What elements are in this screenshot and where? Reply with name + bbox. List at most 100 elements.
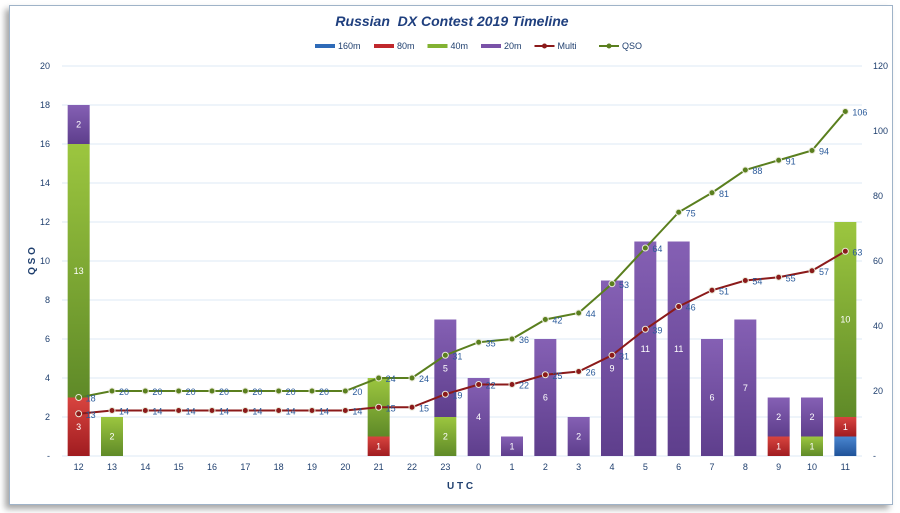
legend-swatch-160m xyxy=(315,44,335,48)
x-tick-label: 1 xyxy=(509,462,514,472)
point-label-Multi: 25 xyxy=(552,371,562,381)
bar-20m xyxy=(601,280,623,456)
point-label-Multi: 31 xyxy=(619,351,629,361)
x-tick-label: 8 xyxy=(743,462,748,472)
point-label-QSO: 20 xyxy=(352,387,362,397)
point-QSO xyxy=(341,387,349,395)
point-QSO xyxy=(741,166,749,174)
point-Multi xyxy=(775,273,783,281)
bar-label-40m: 2 xyxy=(109,432,114,442)
point-QSO xyxy=(641,244,649,252)
y-tick-label: 16 xyxy=(40,139,50,149)
point-Multi xyxy=(175,407,183,414)
y-tick-label: 18 xyxy=(40,100,50,110)
point-QSO xyxy=(675,208,683,216)
point-Multi xyxy=(641,325,649,333)
y-tick-label: 8 xyxy=(45,295,50,305)
x-tick-label: 9 xyxy=(776,462,781,472)
point-Multi xyxy=(475,381,483,388)
point-label-Multi: 51 xyxy=(719,286,729,296)
legend-label-40m: 40m xyxy=(451,41,469,51)
grid xyxy=(62,65,862,457)
bar-20m xyxy=(701,339,723,456)
legend-label-20m: 20m xyxy=(504,41,522,51)
bar-label-40m: 10 xyxy=(840,315,850,325)
x-tick-label: 4 xyxy=(609,462,614,472)
x-tick-label: 16 xyxy=(207,462,217,472)
x-tick-label: 22 xyxy=(407,462,417,472)
point-label-Multi: 14 xyxy=(186,407,196,417)
bar-80m xyxy=(367,436,390,456)
bar-label-80m: 1 xyxy=(776,441,781,451)
legend-marker-Multi xyxy=(542,43,547,49)
point-label-QSO: 20 xyxy=(119,387,129,397)
bar-20m xyxy=(67,105,90,144)
y-tick-label: 12 xyxy=(40,217,50,227)
point-label-Multi: 14 xyxy=(252,407,262,417)
bar-label-20m: 2 xyxy=(809,412,814,422)
point-Multi xyxy=(408,403,416,411)
bar-label-40m: 1 xyxy=(809,441,814,451)
y2-tick-label: 60 xyxy=(873,256,883,266)
point-label-QSO: 20 xyxy=(219,387,229,397)
point-label-Multi: 14 xyxy=(352,407,362,417)
legend-swatch-80m xyxy=(374,44,394,48)
x-tick-label: 5 xyxy=(643,462,648,472)
point-QSO xyxy=(241,387,249,395)
point-QSO xyxy=(775,156,783,164)
point-Multi xyxy=(575,368,583,375)
x-tick-label: 20 xyxy=(340,462,350,472)
point-label-Multi: 46 xyxy=(686,303,696,313)
x-tick-label: 13 xyxy=(107,462,117,472)
point-QSO xyxy=(75,394,83,401)
x-tick-label: 18 xyxy=(274,462,284,472)
point-Multi xyxy=(241,407,249,414)
bar-label-20m: 5 xyxy=(443,363,448,373)
legend-label-Multi: Multi xyxy=(558,41,577,51)
bar-40m xyxy=(434,417,457,456)
point-Multi xyxy=(141,407,149,414)
bar-20m xyxy=(801,397,823,437)
y-tick-label: 10 xyxy=(40,256,50,266)
point-Multi xyxy=(608,351,616,359)
point-Multi xyxy=(108,407,116,414)
bar-label-20m: 11 xyxy=(641,344,650,354)
bar-label-20m: 2 xyxy=(76,120,81,130)
point-Multi xyxy=(341,407,349,414)
point-Multi xyxy=(741,277,749,284)
legend-label-80m: 80m xyxy=(397,41,415,51)
x-tick-label: 12 xyxy=(74,462,84,472)
bar-label-40m: 2 xyxy=(443,432,448,442)
point-label-QSO: 18 xyxy=(86,394,96,404)
point-Multi xyxy=(375,403,383,411)
point-label-Multi: 14 xyxy=(319,407,329,417)
point-label-QSO: 42 xyxy=(552,316,562,326)
bar-label-20m: 2 xyxy=(776,412,781,422)
point-Multi xyxy=(75,410,83,418)
y2-tick-label: 80 xyxy=(873,191,883,201)
bars: 313221325416291111671212110 xyxy=(67,105,857,456)
point-Multi xyxy=(508,381,516,388)
point-QSO xyxy=(141,387,149,395)
bar-label-20m: 7 xyxy=(743,383,748,393)
bar-80m xyxy=(834,417,857,437)
bar-40m xyxy=(67,144,90,398)
point-label-QSO: 81 xyxy=(719,189,729,199)
bar-label-80m: 1 xyxy=(843,422,848,432)
x-tick-label: 14 xyxy=(140,462,150,472)
bar-20m xyxy=(467,378,490,456)
x-tick-label: 21 xyxy=(374,462,384,472)
point-QSO xyxy=(308,387,316,395)
point-label-QSO: 44 xyxy=(586,309,596,319)
point-Multi xyxy=(275,407,283,414)
point-Multi xyxy=(808,267,816,275)
legend-swatch-40m xyxy=(427,44,448,48)
point-QSO xyxy=(275,387,283,395)
y-tick-label: 4 xyxy=(45,373,50,383)
x-tick-label: 2 xyxy=(543,462,548,472)
point-Multi xyxy=(841,247,849,255)
point-label-QSO: 75 xyxy=(686,208,696,218)
